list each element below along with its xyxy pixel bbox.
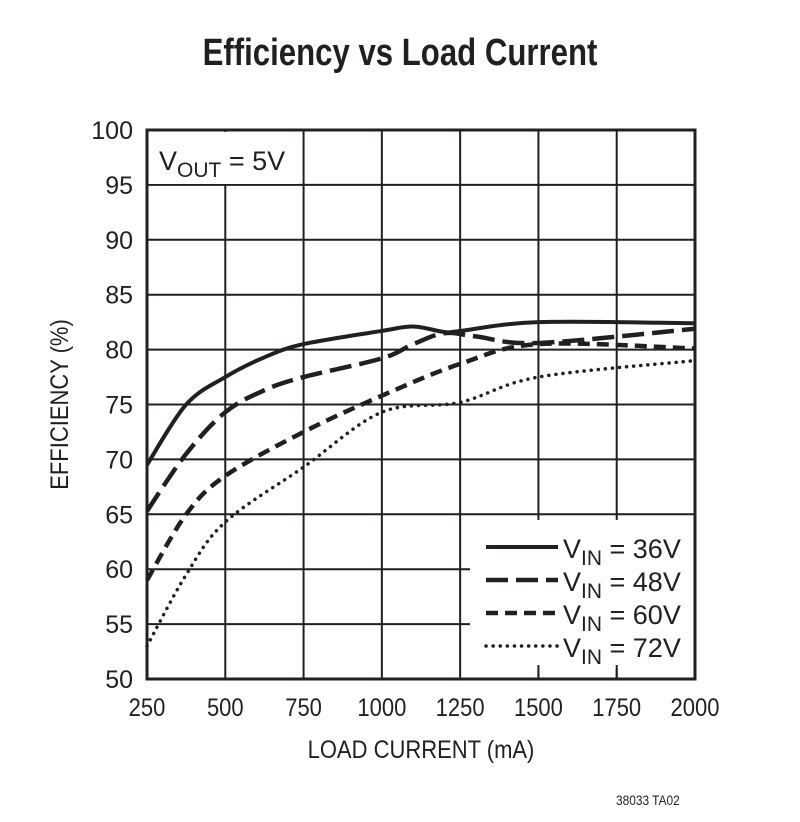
- legend-label: VIN = 60V: [563, 600, 681, 636]
- x-tick-label: 1750: [592, 694, 641, 722]
- x-tick-label: 250: [129, 694, 166, 722]
- x-tick-label: 750: [285, 694, 322, 722]
- y-tick-label: 65: [105, 501, 133, 529]
- x-tick-label: 1500: [514, 694, 563, 722]
- figure-id: 38033 TA02: [616, 792, 680, 808]
- x-tick-label: 1000: [357, 694, 406, 722]
- x-tick-label: 500: [207, 694, 244, 722]
- chart-title: Efficiency vs Load Current: [202, 32, 598, 74]
- vout-annotation: VOUT = 5V: [159, 146, 285, 182]
- y-tick-label: 90: [105, 227, 133, 255]
- x-axis-label: LOAD CURRENT (mA): [308, 736, 535, 764]
- legend-label: VIN = 36V: [563, 534, 681, 570]
- y-axis-label: EFFICIENCY (%): [46, 319, 74, 490]
- y-tick-label: 95: [105, 172, 133, 200]
- y-tick-label: 80: [105, 337, 133, 365]
- legend-label: VIN = 72V: [563, 633, 681, 669]
- y-tick-label: 75: [105, 392, 133, 420]
- legend-label: VIN = 48V: [563, 567, 681, 603]
- y-tick-label: 55: [105, 611, 133, 639]
- y-tick-label: 60: [105, 556, 133, 584]
- y-tick-label: 50: [105, 666, 133, 694]
- y-tick-label: 85: [105, 282, 133, 310]
- series-line-solid: [145, 319, 696, 466]
- y-tick-label: 70: [105, 446, 133, 474]
- x-tick-label: 2000: [671, 694, 720, 722]
- annotation-background: [149, 132, 299, 184]
- series-line-long-dash: [145, 326, 696, 513]
- y-tick-label: 100: [91, 117, 133, 145]
- series-line-dash: [145, 341, 696, 582]
- legend-background: [470, 520, 695, 665]
- series-line-dotted: [145, 358, 697, 648]
- plot-frame: [145, 128, 697, 681]
- x-tick-label: 1250: [436, 694, 485, 722]
